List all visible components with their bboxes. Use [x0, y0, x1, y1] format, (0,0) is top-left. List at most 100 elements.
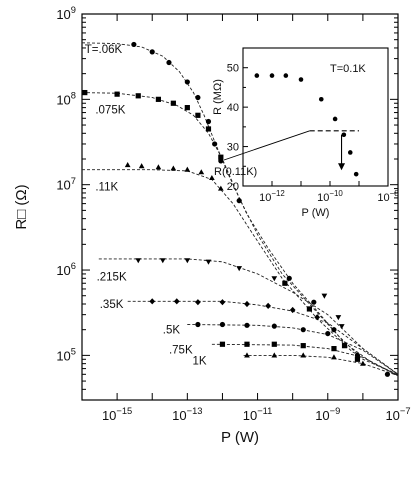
data-point: [195, 112, 201, 118]
inset-plot-frame: [242, 47, 389, 187]
data-point: [170, 100, 176, 106]
main-plot: 10−15 10−13 10−11 10−9 10−7 105 106 107 108 109 T…: [13, 5, 411, 446]
data-point: [149, 298, 156, 305]
data-point: [155, 164, 162, 170]
data-point: [314, 314, 321, 321]
data-point: [289, 306, 296, 314]
inset-plot: 10−12 10−10 10−8 20 30 40 50 R(0.11K) T=0.1K P…: [212, 47, 399, 219]
series-label: .075K: [95, 105, 125, 117]
data-point: [335, 315, 342, 321]
data-point: [244, 322, 250, 328]
inset-y-tick-label: 20: [227, 181, 239, 193]
inset-data-point: [347, 150, 353, 155]
data-point: [354, 356, 361, 362]
data-point: [138, 163, 145, 169]
series-label: .5K: [163, 325, 181, 337]
inset-x-tick-label: 10−10: [317, 189, 343, 204]
inset-y-axis-title: R (MΩ): [212, 79, 224, 115]
data-point: [219, 299, 226, 306]
inset-data-point: [341, 132, 347, 138]
data-point: [265, 302, 271, 310]
data-point: [205, 126, 212, 132]
data-point: [184, 105, 190, 111]
inset-data-point: [298, 77, 304, 82]
data-point: [184, 79, 190, 85]
data-point: [114, 91, 120, 97]
data-point: [184, 166, 191, 172]
series-label: .11K: [95, 182, 118, 194]
data-point: [300, 327, 306, 333]
inset-data-point: [332, 116, 338, 122]
data-point: [331, 346, 337, 352]
data-point: [300, 352, 307, 358]
data-point: [311, 299, 317, 305]
data-point: [173, 298, 180, 305]
data-point: [218, 154, 224, 160]
y-tick-label: 108: [56, 90, 76, 107]
data-point: [135, 258, 142, 264]
data-point: [384, 371, 391, 377]
inset-data-point: [283, 73, 289, 78]
inset-data-point: [353, 171, 359, 177]
data-point: [306, 306, 313, 312]
data-point: [195, 94, 201, 101]
data-point: [271, 341, 277, 347]
data-point: [195, 299, 201, 306]
data-point: [184, 258, 191, 264]
inset-series-label: T=0.1K: [330, 63, 366, 75]
data-point: [131, 41, 137, 48]
inset-axis-ticks: 10−12 10−10 10−8 20 30 40 50: [227, 47, 399, 204]
data-point: [212, 141, 218, 147]
inset-y-tick-label: 30: [227, 142, 239, 154]
data-point: [321, 293, 328, 299]
series-label: .75K: [169, 345, 193, 357]
inset-x-axis-title: P (W): [302, 207, 330, 219]
data-point: [282, 280, 288, 286]
data-point: [244, 352, 250, 358]
x-tick-label: 10−13: [172, 406, 202, 423]
x-tick-label: 10−15: [102, 406, 132, 423]
inset-data-points: [254, 73, 359, 177]
inset-data-point: [318, 96, 324, 102]
data-point: [271, 323, 277, 329]
data-point: [195, 321, 201, 328]
data-point: [236, 266, 243, 272]
data-point: [338, 324, 345, 330]
data-point: [244, 300, 250, 308]
series-label: 1K: [192, 356, 206, 368]
fit-curve: [211, 343, 399, 376]
inset-reference-leader: [223, 130, 310, 161]
data-point: [166, 59, 172, 66]
data-point: [354, 352, 361, 358]
fit-curve: [82, 169, 399, 376]
fit-curve: [243, 354, 399, 377]
series-label: .35K: [100, 299, 124, 311]
fit-curve: [127, 300, 399, 375]
inset-x-tick-label: 10−12: [259, 189, 285, 204]
inset-y-tick-label: 40: [227, 102, 239, 114]
inset-x-tick-label: 10−8: [377, 189, 399, 204]
main-axis-ticks: 10−15 10−13 10−11 10−9 10−7 105 106 107 108 109: [56, 5, 410, 423]
data-point: [205, 118, 212, 125]
data-point: [325, 330, 331, 337]
x-tick-label: 10−7: [385, 406, 410, 423]
series-label: .215K: [97, 272, 127, 284]
y-tick-label: 105: [56, 347, 76, 364]
x-tick-label: 10−11: [243, 406, 273, 423]
data-point: [271, 352, 278, 358]
data-point: [82, 89, 88, 96]
data-point: [219, 341, 226, 347]
inset-data-point: [254, 73, 260, 78]
data-point: [360, 360, 366, 366]
data-point: [219, 321, 226, 328]
data-point: [149, 49, 155, 55]
fit-curve: [98, 258, 399, 375]
data-point: [124, 162, 131, 168]
series-label: T=.06K: [85, 44, 123, 56]
x-tick-label: 10−9: [315, 406, 340, 423]
data-point: [170, 165, 177, 171]
data-point: [236, 198, 242, 204]
x-axis-title: P (W): [221, 429, 259, 446]
y-tick-label: 109: [56, 5, 76, 22]
